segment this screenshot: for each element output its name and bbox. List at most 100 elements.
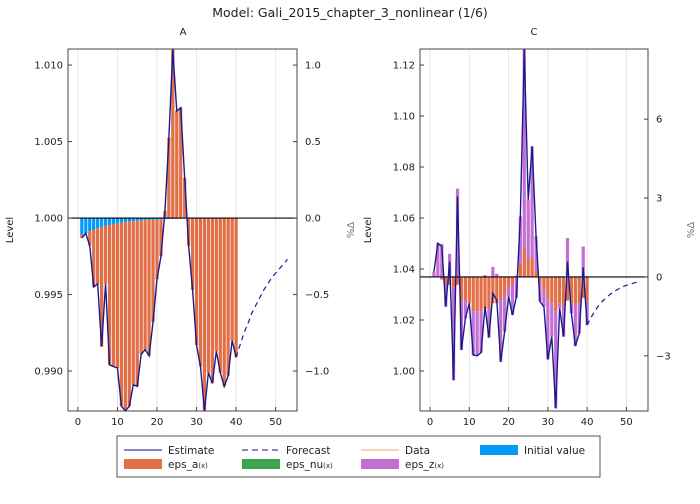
- bar-initial-value: [108, 218, 111, 225]
- bar-eps-z: [491, 267, 494, 277]
- bar-eps-z: [432, 272, 435, 277]
- x-tick-label: 50: [620, 417, 633, 428]
- bar-eps-a: [219, 218, 222, 373]
- y-right-tick-label: 3: [656, 194, 662, 205]
- bar-initial-value: [120, 218, 123, 223]
- x-tick-label: 30: [541, 417, 554, 428]
- bar-eps-z: [550, 303, 553, 336]
- bar-initial-value: [84, 218, 87, 233]
- bar-initial-value: [104, 218, 107, 226]
- panel-c-ylabel: Level: [363, 217, 374, 243]
- y-tick-label: 1.08: [393, 163, 415, 174]
- y-right-tick-label: −0.5: [305, 290, 329, 301]
- panel-a-title: A: [180, 27, 187, 38]
- bar-initial-value: [88, 218, 91, 231]
- legend-initial-value-swatch: [480, 445, 518, 455]
- panel-a-ylabel: Level: [5, 217, 16, 243]
- bar-eps-a: [499, 277, 502, 301]
- bar-eps-a: [140, 221, 143, 355]
- bar-eps-a: [96, 228, 99, 284]
- y-tick-label: 1.04: [393, 265, 415, 276]
- bar-eps-z: [507, 287, 510, 296]
- y-tick-label: 1.02: [393, 315, 415, 326]
- x-tick-label: 10: [111, 417, 124, 428]
- bar-eps-a: [523, 248, 526, 277]
- y-right-tick-label: 0.5: [305, 137, 321, 148]
- bar-eps-a: [483, 277, 486, 309]
- bar-eps-a: [527, 259, 530, 277]
- x-tick-label: 50: [269, 417, 282, 428]
- bar-eps-a: [144, 220, 147, 349]
- legend-subscript: (x): [434, 462, 444, 470]
- bar-eps-a: [116, 223, 119, 368]
- bar-eps-a: [128, 222, 131, 407]
- y-tick-label: 1.10: [393, 112, 415, 123]
- bar-eps-a: [578, 277, 581, 303]
- estimate-line: [434, 50, 587, 409]
- bar-eps-z: [558, 303, 561, 308]
- bar-eps-a: [554, 277, 557, 311]
- bar-eps-a: [199, 218, 202, 366]
- bar-eps-a: [227, 218, 230, 376]
- legend-eps-z-swatch: [361, 459, 399, 469]
- y-right-tick-label: 0.0: [305, 214, 321, 225]
- y-right-tick-label: −3: [656, 351, 671, 362]
- bar-eps-z: [527, 200, 530, 259]
- bar-initial-value: [92, 218, 95, 229]
- legend-subscript: (x): [198, 462, 208, 470]
- legend-eps-nu-swatch: [242, 459, 280, 469]
- bar-eps-a: [519, 264, 522, 277]
- bar-eps-a: [231, 218, 234, 340]
- figure-title: Model: Gali_2015_chapter_3_nonlinear (1/…: [212, 5, 488, 20]
- bar-eps-a: [207, 218, 210, 373]
- bar-eps-a: [223, 218, 226, 386]
- bar-eps-a: [503, 277, 506, 295]
- bar-eps-a: [476, 277, 479, 311]
- legend-data-label: Data: [405, 445, 430, 457]
- bar-eps-a: [211, 218, 214, 383]
- bar-eps-a: [574, 277, 577, 306]
- x-tick-label: 10: [463, 417, 476, 428]
- bar-eps-a: [586, 277, 589, 301]
- bar-eps-a: [531, 259, 534, 277]
- panel-c-ylabel-right: %Δ: [686, 222, 697, 239]
- bar-eps-a: [147, 220, 150, 356]
- bar-eps-a: [104, 226, 107, 284]
- bar-initial-value: [112, 218, 115, 224]
- bar-eps-a: [472, 277, 475, 311]
- forecast-line: [236, 259, 287, 357]
- bar-initial-value: [100, 218, 103, 227]
- x-tick-label: 0: [75, 417, 81, 428]
- bar-eps-a: [132, 221, 135, 385]
- y-tick-label: 0.990: [34, 367, 63, 378]
- bar-eps-a: [479, 277, 482, 311]
- bar-eps-a: [136, 221, 139, 387]
- y-tick-label: 0.995: [34, 290, 63, 301]
- bar-eps-a: [215, 218, 218, 351]
- y-tick-label: 1.00: [393, 366, 415, 377]
- y-tick-label: 1.010: [34, 61, 63, 72]
- bar-initial-value: [96, 218, 99, 228]
- bar-initial-value: [80, 218, 83, 235]
- legend-eps-a-swatch: [124, 459, 162, 469]
- bar-eps-a: [468, 277, 471, 303]
- bar-eps-a: [542, 277, 545, 290]
- y-tick-label: 1.12: [393, 61, 415, 72]
- forecast-line: [587, 282, 638, 325]
- bar-eps-a: [120, 223, 123, 407]
- bar-initial-value: [116, 218, 119, 223]
- bar-eps-z: [476, 311, 479, 356]
- bar-eps-a: [175, 110, 178, 218]
- x-tick-label: 40: [581, 417, 594, 428]
- x-tick-label: 20: [151, 417, 164, 428]
- bar-eps-a: [234, 218, 237, 357]
- bar-initial-value: [124, 218, 127, 222]
- bar-eps-a: [558, 277, 561, 303]
- bar-eps-a: [546, 277, 549, 299]
- bar-eps-a: [534, 270, 537, 277]
- bar-eps-a: [112, 224, 115, 366]
